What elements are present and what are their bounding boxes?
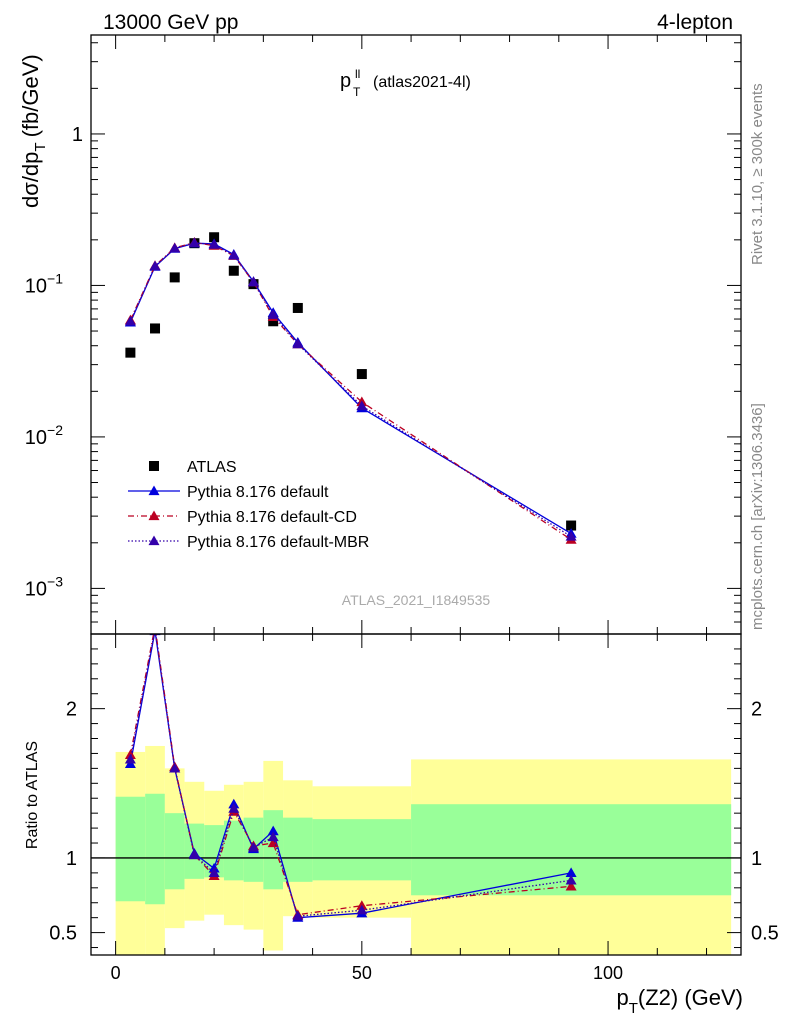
ratio-point-mbr	[228, 803, 240, 813]
rivet-label: Rivet 3.1.10, ≥ 300k events	[749, 83, 766, 265]
main-series	[124, 232, 577, 544]
mc-point-mbr	[248, 276, 259, 287]
legend-marker-default	[148, 485, 160, 496]
y-tick-label-exponent: −3	[47, 573, 63, 589]
atlas-data-point	[169, 272, 180, 283]
mc-line-mbr	[129, 242, 572, 538]
ratio-point-mbr	[292, 910, 304, 921]
mc-point-mbr	[565, 531, 577, 541]
mc-point-mbr	[124, 315, 136, 326]
y-label-unit: (fb/GeV)	[18, 54, 43, 137]
mc-point-mbr	[208, 239, 220, 249]
ratio-band-inner	[223, 820, 244, 881]
y-tick-label: 1	[72, 124, 83, 146]
ratio-point-default	[267, 825, 279, 836]
atlas-data-point	[150, 323, 161, 334]
plot-title-rest: (atlas2021-4l)	[373, 74, 471, 91]
plot-title-main: p	[340, 70, 351, 92]
atlas-data-point	[356, 369, 367, 380]
ratio-point-mbr	[208, 867, 220, 878]
ratio-y-tick-label-right: 2	[751, 699, 762, 721]
ratio-y-tick-label-left: 2	[66, 699, 77, 721]
header-right: 4-lepton	[657, 11, 733, 34]
atlas-data-point	[566, 520, 577, 531]
y-tick-label-mantissa: 10	[25, 427, 47, 449]
y-label-sub: T	[32, 142, 49, 151]
y-axis-label-main: dσ/dpT (fb/GeV)	[18, 54, 49, 208]
svg-text:pT(Z2) (GeV): pT(Z2) (GeV)	[616, 985, 743, 1017]
ratio-bands	[91, 745, 741, 955]
header-left: 13000 GeV pp	[103, 11, 238, 34]
ratio-point-mbr	[356, 904, 368, 915]
y-tick-label-mantissa: 10	[25, 578, 47, 600]
legend-label-cd: Pythia 8.176 default-CD	[187, 509, 357, 526]
ratio-y-tick-label-left: 1	[66, 848, 77, 870]
ratio-band-inner	[145, 793, 165, 905]
atlas-data-point	[268, 316, 279, 327]
ratio-point-default	[565, 867, 577, 878]
x-tick-label: 0	[111, 963, 121, 983]
y-tick-label: 10−3	[25, 573, 63, 600]
legend-label-atlas: ATLAS	[187, 459, 237, 476]
x-tick-label: 50	[352, 963, 372, 983]
mc-point-mbr	[356, 400, 368, 411]
ratio-point-mbr	[565, 874, 577, 885]
mc-point-mbr	[188, 237, 200, 247]
plot-title-sub: T	[353, 85, 361, 99]
atlas-data-point	[228, 265, 239, 276]
legend: ATLAS Pythia 8.176 default Pythia 8.176 de…	[128, 459, 369, 551]
x-tick-label: 100	[593, 963, 623, 983]
legend-marker-cd	[148, 510, 160, 521]
y-tick-label: 10−1	[25, 270, 63, 297]
ratio-band-inner	[283, 817, 313, 882]
analysis-watermark: ATLAS_2021_I1849535	[342, 592, 491, 608]
ratio-y-tick-label-left: 0.5	[49, 923, 77, 945]
ratio-y-tick-label-right: 0.5	[751, 923, 779, 945]
mc-point-mbr	[267, 309, 279, 319]
ratio-point-mbr	[150, 624, 161, 634]
ratio-band-inner	[115, 796, 146, 902]
ratio-point-mbr	[188, 849, 200, 860]
mc-point-mbr	[292, 338, 304, 349]
svg-text:dσ/dpT(fb/GeV): dσ/dpT (fb/GeV)	[18, 54, 49, 208]
ratio-point-mbr	[124, 753, 136, 764]
legend-label-default: Pythia 8.176 default	[187, 484, 329, 501]
y-tick-label-exponent: −1	[47, 270, 63, 286]
atlas-data-point	[292, 302, 303, 313]
y-label-main: dσ/dp	[18, 152, 43, 208]
ratio-point-cd	[565, 880, 577, 891]
ratio-y-tick-label-right: 1	[751, 848, 762, 870]
x-label-main: p	[616, 985, 628, 1010]
ratio-band-inner	[164, 813, 185, 890]
y-tick-label: 10−2	[25, 422, 63, 449]
ratio-band-inner	[263, 810, 284, 890]
y-tick-label-mantissa: 1	[72, 124, 83, 146]
atlas-data-point	[125, 347, 136, 358]
ratio-series	[124, 621, 577, 922]
plot-title: p ll T (atlas2021-4l)	[340, 67, 471, 99]
ratio-panel-frame	[90, 633, 742, 956]
ratio-point-cd	[150, 621, 161, 631]
x-label-sub: T	[629, 1000, 638, 1017]
legend-marker-atlas	[149, 461, 159, 471]
ratio-point-mbr	[169, 762, 181, 773]
ratio-point-mbr	[267, 831, 279, 842]
mc-point-mbr	[228, 249, 240, 260]
y-tick-label-exponent: −2	[47, 422, 63, 438]
ratio-band-inner	[312, 819, 412, 881]
ratio-point-mbr	[248, 842, 259, 852]
legend-marker-mbr	[148, 535, 160, 546]
x-label-rest: (Z2) (GeV)	[638, 985, 743, 1010]
mcplots-label: mcplots.cern.ch [arXiv:1306.3436]	[749, 403, 766, 630]
plot-title-sup: ll	[355, 67, 360, 81]
atlas-data-point	[209, 232, 220, 243]
mc-point-mbr	[169, 242, 181, 253]
y-tick-label-mantissa: 10	[25, 275, 47, 297]
ratio-y-axis-label: Ratio to ATLAS	[24, 741, 41, 849]
mc-point-mbr	[149, 260, 161, 271]
legend-label-mbr: Pythia 8.176 default-MBR	[187, 534, 369, 551]
x-axis-label: pT(Z2) (GeV)	[616, 985, 743, 1017]
